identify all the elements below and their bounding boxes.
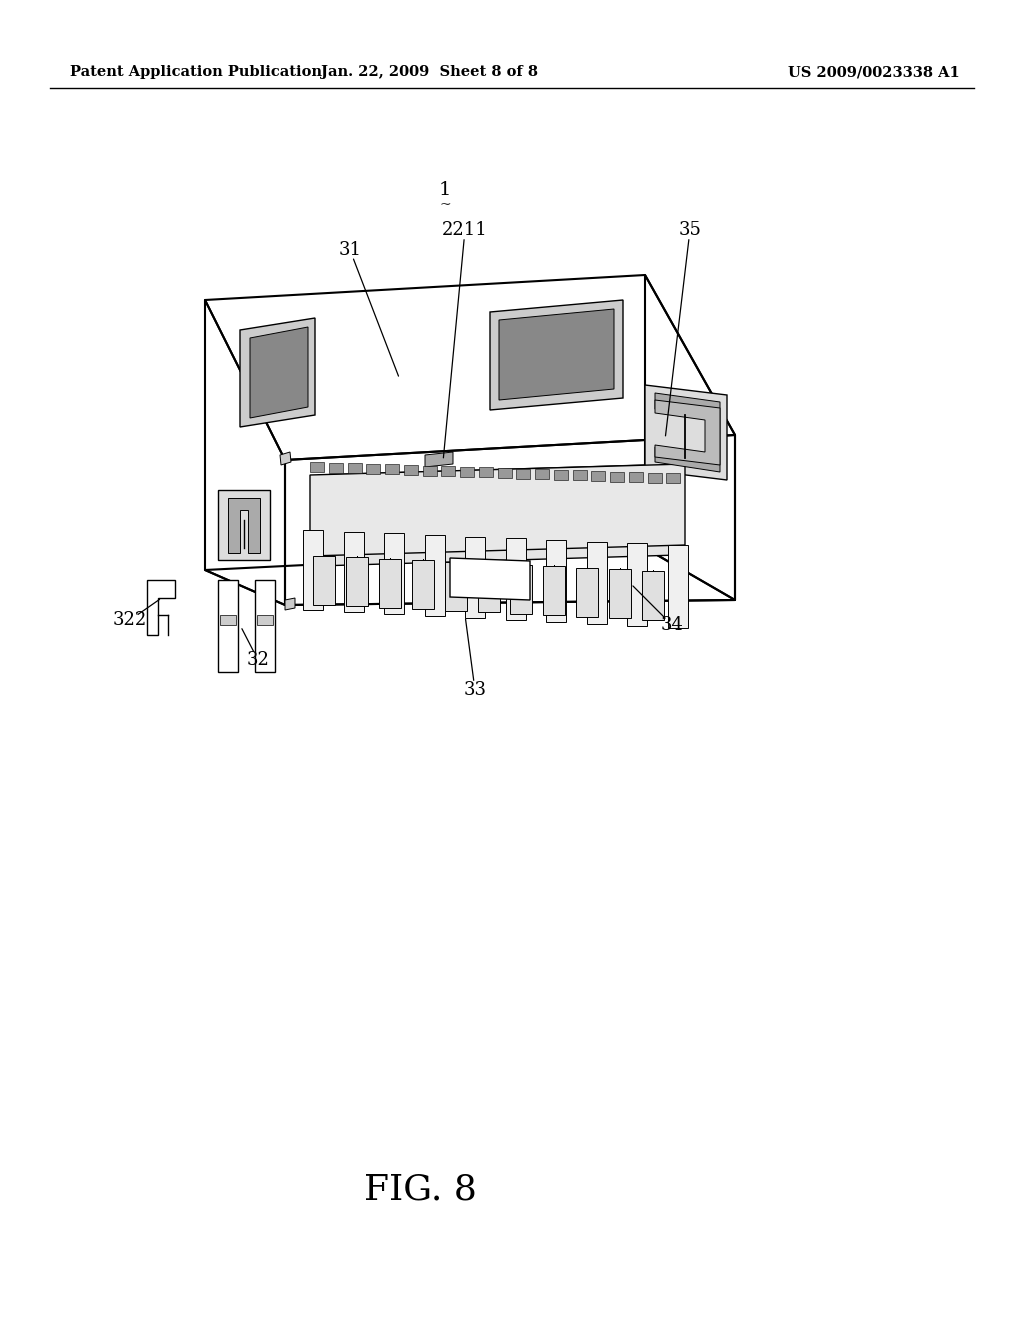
Polygon shape bbox=[450, 558, 530, 601]
Text: FIG. 8: FIG. 8 bbox=[364, 1173, 476, 1206]
Polygon shape bbox=[547, 540, 566, 622]
Polygon shape bbox=[499, 309, 614, 400]
Polygon shape bbox=[609, 569, 631, 618]
Polygon shape bbox=[645, 275, 735, 601]
Polygon shape bbox=[516, 469, 530, 479]
Polygon shape bbox=[498, 469, 512, 478]
Polygon shape bbox=[329, 462, 343, 473]
Polygon shape bbox=[577, 568, 598, 616]
Polygon shape bbox=[367, 463, 380, 474]
Polygon shape bbox=[477, 564, 500, 612]
Polygon shape bbox=[310, 465, 685, 556]
Polygon shape bbox=[425, 535, 444, 616]
Polygon shape bbox=[255, 579, 275, 672]
Polygon shape bbox=[403, 465, 418, 475]
Polygon shape bbox=[379, 558, 400, 609]
Polygon shape bbox=[668, 545, 688, 628]
Polygon shape bbox=[344, 532, 364, 612]
Polygon shape bbox=[490, 300, 623, 411]
Polygon shape bbox=[257, 615, 273, 624]
Polygon shape bbox=[642, 570, 665, 619]
Polygon shape bbox=[629, 473, 643, 482]
Polygon shape bbox=[465, 537, 485, 618]
Polygon shape bbox=[346, 557, 368, 606]
Polygon shape bbox=[385, 465, 399, 474]
Polygon shape bbox=[444, 562, 467, 611]
Polygon shape bbox=[587, 541, 607, 624]
Polygon shape bbox=[535, 469, 549, 479]
Polygon shape bbox=[554, 470, 567, 479]
Polygon shape bbox=[228, 498, 260, 553]
Polygon shape bbox=[218, 490, 270, 560]
Polygon shape bbox=[667, 474, 680, 483]
Polygon shape bbox=[460, 467, 474, 477]
Text: 2211: 2211 bbox=[442, 220, 487, 239]
Polygon shape bbox=[544, 566, 565, 615]
Polygon shape bbox=[610, 471, 624, 482]
Polygon shape bbox=[591, 471, 605, 480]
Text: US 2009/0023338 A1: US 2009/0023338 A1 bbox=[788, 65, 961, 79]
Polygon shape bbox=[285, 436, 735, 605]
Text: 34: 34 bbox=[660, 616, 683, 634]
Text: Jan. 22, 2009  Sheet 8 of 8: Jan. 22, 2009 Sheet 8 of 8 bbox=[322, 65, 539, 79]
Polygon shape bbox=[506, 539, 525, 620]
Polygon shape bbox=[303, 531, 323, 610]
Text: 35: 35 bbox=[679, 220, 701, 239]
Polygon shape bbox=[655, 393, 720, 473]
Polygon shape bbox=[423, 466, 436, 475]
Polygon shape bbox=[280, 451, 291, 465]
Polygon shape bbox=[310, 462, 324, 473]
Polygon shape bbox=[218, 579, 238, 672]
Polygon shape bbox=[441, 466, 456, 477]
Polygon shape bbox=[240, 318, 315, 426]
Polygon shape bbox=[313, 556, 335, 605]
Polygon shape bbox=[205, 275, 735, 459]
Polygon shape bbox=[285, 598, 295, 610]
Text: 32: 32 bbox=[247, 651, 269, 669]
Text: 31: 31 bbox=[339, 242, 361, 259]
Polygon shape bbox=[347, 463, 361, 473]
Text: 33: 33 bbox=[464, 681, 486, 700]
Text: 322: 322 bbox=[113, 611, 147, 630]
Polygon shape bbox=[645, 385, 727, 480]
Polygon shape bbox=[647, 473, 662, 483]
Polygon shape bbox=[572, 470, 587, 480]
Polygon shape bbox=[479, 467, 493, 478]
Polygon shape bbox=[628, 544, 647, 626]
Text: 1: 1 bbox=[439, 181, 452, 199]
Polygon shape bbox=[250, 327, 308, 418]
Polygon shape bbox=[655, 400, 720, 465]
Polygon shape bbox=[412, 561, 434, 610]
Polygon shape bbox=[220, 615, 236, 624]
Polygon shape bbox=[510, 565, 532, 614]
Text: ~: ~ bbox=[439, 198, 451, 213]
Polygon shape bbox=[318, 465, 678, 566]
Polygon shape bbox=[205, 548, 735, 605]
Polygon shape bbox=[205, 300, 285, 605]
Polygon shape bbox=[384, 533, 404, 614]
Polygon shape bbox=[147, 579, 175, 635]
Text: Patent Application Publication: Patent Application Publication bbox=[70, 65, 322, 79]
Polygon shape bbox=[425, 451, 453, 467]
